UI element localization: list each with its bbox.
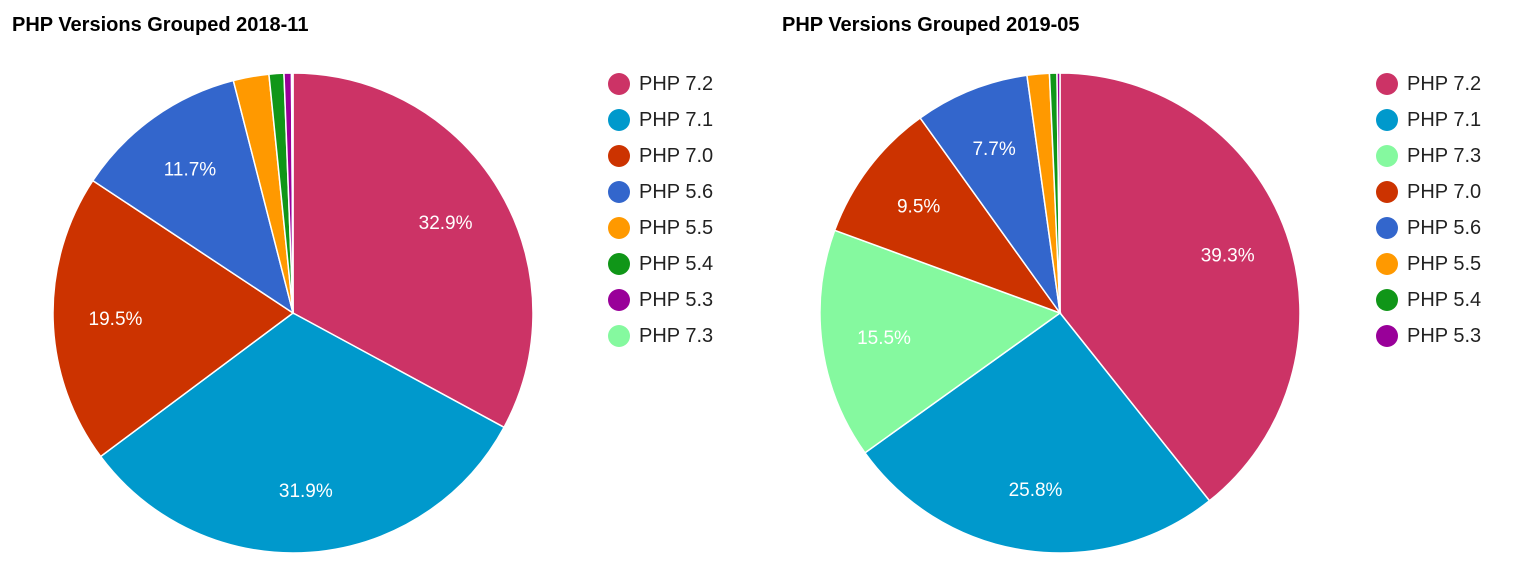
pie-slice-php-7-0 [833,116,1063,315]
pie-slice-php-7-3 [290,72,294,314]
legend-swatch [1376,289,1398,311]
pie-slice-php-7-3 [819,229,1062,454]
legend-swatch [1376,253,1398,275]
legend-label: PHP 7.2 [639,72,714,95]
legend-swatch [608,109,630,131]
legend-item-php-5-6: PHP 5.6 [1376,210,1481,246]
legend-label: PHP 7.2 [1407,72,1482,95]
slice-label-php-7-1: 31.9% [279,481,333,502]
pie-slice-php-7-2 [1059,72,1301,502]
pie-slice-php-5-6 [91,79,295,315]
legend-label: PHP 5.3 [639,288,714,311]
legend-swatch [608,73,630,95]
legend-label: PHP 5.6 [1407,216,1482,239]
legend-label: PHP 5.3 [1407,324,1482,347]
pie-slice-php-7-1 [99,312,506,554]
slice-label-php-5-6: 11.7% [164,159,217,180]
chart-panel-2018-11: PHP Versions Grouped 2018-11 32.9% 31.9% 1… [12,14,713,554]
pie-slice-php-7-0 [52,179,295,458]
slice-label-php-7-1: 25.8% [1009,480,1063,501]
legend-item-php-5-6: PHP 5.6 [608,174,713,210]
slice-label-php-7-2: 32.9% [419,213,473,234]
slice-label-php-7-0: 19.5% [89,309,143,330]
legend-label: PHP 7.3 [1407,144,1482,167]
slice-label-php-7-2: 39.3% [1201,245,1255,266]
legend-item-php-5-4: PHP 5.4 [1376,282,1481,318]
legend-label: PHP 5.5 [1407,252,1482,275]
legend-swatch [608,217,630,239]
legend-item-php-5-5: PHP 5.5 [608,210,713,246]
chart-title: PHP Versions Grouped 2019-05 [782,14,1080,36]
legend-item-php-7-3: PHP 7.3 [608,318,713,354]
legend-swatch [608,253,630,275]
chart-panel-2019-05: PHP Versions Grouped 2019-05 39.3% 25.8% 1… [770,0,1539,573]
pie-slice-php-5-3 [1056,72,1061,314]
legend-item-php-5-4: PHP 5.4 [608,246,713,282]
slice-label-php-7-0: 9.5% [897,196,940,217]
legend-item-php-5-5: PHP 5.5 [1376,246,1481,282]
legend-item-php-7-2: PHP 7.2 [1376,66,1481,102]
legend-item-php-7-1: PHP 7.1 [608,102,713,138]
pie-chart-2018-11: 32.9% 31.9% 19.5% 11.7% [52,72,534,554]
legend-item-php-5-3: PHP 5.3 [1376,318,1481,354]
legend-item-php-7-3: PHP 7.3 [1376,138,1481,174]
pie-slice-php-7-2 [292,72,534,429]
legend-swatch [1376,145,1398,167]
legend-label: PHP 7.0 [1407,180,1482,203]
slice-label-php-7-3: 15.5% [857,328,911,349]
pie-chart-2019-05: 39.3% 25.8% 15.5% 9.5% 7.7% [819,72,1301,554]
legend-item-php-7-0: PHP 7.0 [608,138,713,174]
legend-label: PHP 5.4 [639,252,714,275]
legend-swatch [608,145,630,167]
legend-label: PHP 5.6 [639,180,714,203]
legend-swatch [1376,73,1398,95]
legend-swatch [1376,109,1398,131]
legend-swatch [608,289,630,311]
legend-label: PHP 5.4 [1407,288,1482,311]
legend-swatch [1376,181,1398,203]
legend-2018-11: PHP 7.2 PHP 7.1 PHP 7.0 PHP 5.6 PHP 5.5 PHP 5… [608,66,713,354]
legend-label: PHP 7.0 [639,144,714,167]
pie-slice-php-5-6 [919,74,1061,314]
legend-label: PHP 7.3 [639,324,714,347]
legend-swatch [608,181,630,203]
legend-item-php-7-0: PHP 7.0 [1376,174,1481,210]
legend-2019-05: PHP 7.2 PHP 7.1 PHP 7.3 PHP 7.0 PHP 5.6 PHP 5… [1376,66,1481,354]
legend-item-php-7-1: PHP 7.1 [1376,102,1481,138]
chart-title: PHP Versions Grouped 2018-11 [12,14,309,36]
legend-label: PHP 7.1 [639,108,714,131]
legend-item-php-5-3: PHP 5.3 [608,282,713,318]
legend-swatch [608,325,630,347]
legend-item-php-7-2: PHP 7.2 [608,66,713,102]
legend-swatch [1376,217,1398,239]
slice-label-php-5-6: 7.7% [972,139,1015,160]
legend-label: PHP 5.5 [639,216,714,239]
legend-label: PHP 7.1 [1407,108,1482,131]
pie-slice-php-7-1 [863,311,1211,554]
legend-swatch [1376,325,1398,347]
